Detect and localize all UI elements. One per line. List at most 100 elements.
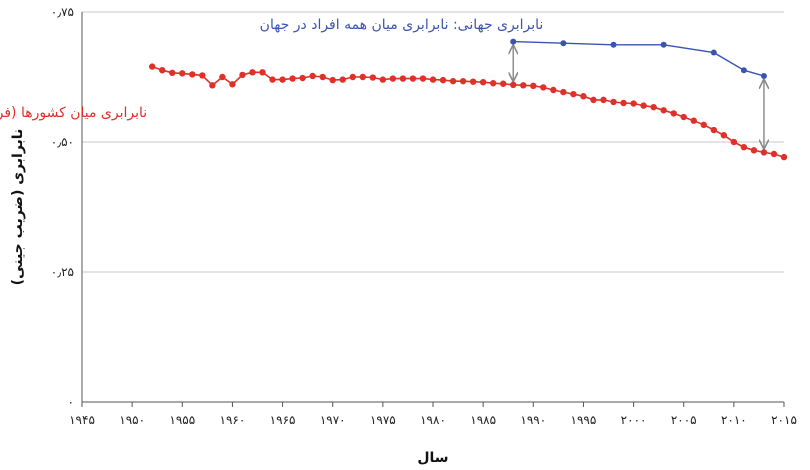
data-point bbox=[429, 76, 437, 83]
x-tick-label: ۱۹۶۰ bbox=[220, 413, 246, 427]
data-point bbox=[700, 121, 707, 129]
data-point bbox=[239, 71, 246, 79]
data-point bbox=[760, 72, 767, 79]
x-tick-label: ۱۹۵۰ bbox=[119, 413, 145, 427]
x-tick-label: ۲۰۰۵ bbox=[671, 413, 697, 427]
data-point bbox=[570, 90, 577, 98]
data-point bbox=[179, 70, 186, 77]
data-point bbox=[269, 76, 276, 83]
x-axis-ticks: ۱۹۴۵ ۱۹۵۰ ۱۹۵۵ ۱۹۶۰ ۱۹۶۵ ۱۹۷۰ ۱۹۷۵ ۱۹۸۰ ۱۹۸۵ ۱۹۹۰… bbox=[69, 402, 797, 427]
data-point bbox=[660, 41, 667, 48]
series-lines bbox=[149, 38, 788, 161]
y-axis-title: نابرابری (ضریب جینی) bbox=[10, 129, 26, 286]
data-point bbox=[530, 82, 537, 90]
data-point bbox=[439, 76, 447, 84]
data-point bbox=[379, 76, 387, 83]
data-point bbox=[610, 41, 617, 48]
data-point bbox=[369, 74, 377, 81]
data-point bbox=[590, 96, 597, 104]
data-point bbox=[740, 67, 747, 74]
data-point bbox=[520, 82, 527, 89]
x-tick-label: ۱۹۹۰ bbox=[520, 413, 546, 427]
data-point bbox=[690, 117, 697, 124]
y-tick-label: ۰٫۲۵ bbox=[51, 265, 74, 279]
data-point bbox=[550, 86, 557, 94]
data-point bbox=[750, 147, 758, 154]
data-point bbox=[329, 76, 336, 84]
data-point bbox=[249, 69, 256, 76]
x-tick-label: ۱۹۷۵ bbox=[370, 413, 396, 427]
x-tick-label: ۲۰۱۰ bbox=[721, 413, 747, 427]
data-point bbox=[339, 76, 346, 83]
y-axis-ticks: ۰ ۰٫۲۵ ۰٫۵۰ ۰٫۷۵ bbox=[51, 5, 74, 409]
data-point bbox=[219, 73, 226, 81]
gridlines bbox=[82, 11, 784, 403]
data-point bbox=[630, 100, 637, 107]
data-point bbox=[189, 71, 196, 78]
data-point bbox=[720, 132, 728, 139]
data-point bbox=[419, 75, 427, 82]
data-point bbox=[510, 81, 517, 89]
data-point bbox=[560, 40, 567, 47]
data-point bbox=[469, 78, 477, 85]
data-point bbox=[389, 75, 397, 82]
data-point bbox=[640, 102, 647, 109]
data-point bbox=[740, 144, 748, 151]
data-point bbox=[229, 81, 236, 88]
data-point bbox=[209, 82, 216, 89]
red-series-label: نابرابری میان کشورها (فرضی) bbox=[0, 105, 147, 121]
data-point bbox=[600, 96, 607, 104]
data-point bbox=[670, 110, 677, 117]
data-point bbox=[199, 72, 206, 79]
data-point bbox=[459, 77, 467, 85]
data-point bbox=[680, 113, 687, 121]
data-point bbox=[409, 75, 417, 82]
data-point bbox=[489, 80, 497, 87]
data-point bbox=[510, 38, 517, 45]
data-point bbox=[399, 75, 407, 82]
data-point bbox=[660, 107, 667, 114]
x-tick-label: ۲۰۰۰ bbox=[621, 413, 647, 427]
data-point bbox=[580, 93, 587, 100]
data-point bbox=[500, 80, 507, 87]
data-point bbox=[349, 73, 356, 81]
y-tick-label: ۰ bbox=[68, 395, 74, 409]
y-tick-label: ۰٫۷۵ bbox=[51, 5, 74, 19]
data-point bbox=[710, 126, 717, 134]
series-line-0 bbox=[151, 65, 785, 158]
data-point bbox=[299, 74, 306, 82]
series-line-1 bbox=[513, 40, 765, 77]
data-point bbox=[650, 103, 657, 111]
data-point bbox=[540, 84, 547, 91]
x-tick-label: ۱۹۹۵ bbox=[571, 413, 597, 427]
x-tick-label: ۱۹۸۰ bbox=[420, 413, 446, 427]
data-point bbox=[449, 77, 457, 85]
data-point bbox=[780, 153, 788, 161]
data-point bbox=[279, 76, 286, 83]
y-tick-label: ۰٫۵۰ bbox=[51, 135, 74, 149]
data-point bbox=[479, 79, 487, 86]
data-point bbox=[610, 98, 617, 106]
data-point bbox=[560, 88, 567, 96]
data-point bbox=[309, 72, 316, 80]
data-point bbox=[289, 75, 296, 82]
data-point bbox=[149, 63, 156, 70]
data-point bbox=[169, 69, 176, 77]
data-point bbox=[730, 138, 738, 146]
x-axis-title: سال bbox=[417, 450, 448, 466]
data-point bbox=[359, 73, 366, 81]
x-tick-label: ۱۹۶۵ bbox=[270, 413, 296, 427]
data-point bbox=[770, 150, 778, 158]
data-point bbox=[259, 69, 266, 76]
data-point bbox=[620, 99, 627, 107]
x-tick-label: ۱۹۸۵ bbox=[470, 413, 496, 427]
x-tick-label: ۱۹۵۵ bbox=[169, 413, 195, 427]
gap-arrows bbox=[513, 47, 764, 148]
data-point bbox=[159, 67, 166, 74]
x-tick-label: ۱۹۷۰ bbox=[320, 413, 346, 427]
data-point bbox=[760, 149, 768, 156]
data-point bbox=[319, 73, 326, 81]
blue-series-label: نابرابری جهانی: نابرابری میان همه افراد … bbox=[260, 17, 544, 33]
data-point bbox=[710, 49, 717, 56]
